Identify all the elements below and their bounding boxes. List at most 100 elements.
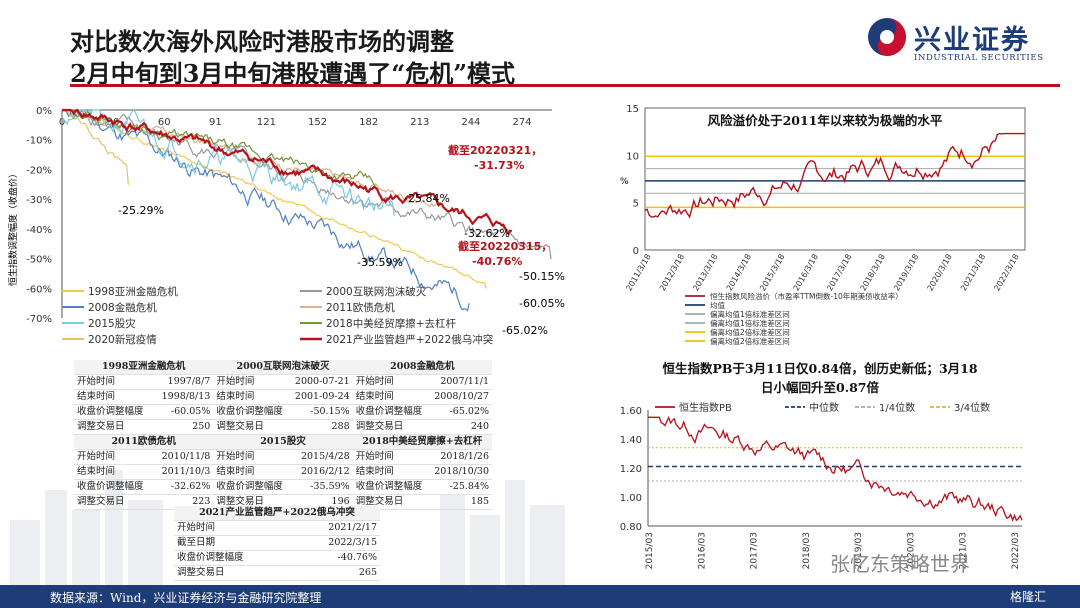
table-cell: 2015/4/28 [300,451,350,462]
x-tick-label: 2016/3/18 [792,252,820,292]
table-cell: -60.05% [170,406,211,417]
y-tick-label: 1.20 [620,464,642,475]
table-cell: 2000-07-21 [294,376,350,387]
annotation-2584: -25.84% [404,192,450,205]
x-tick-label: 2021/03 [959,532,969,569]
table-cell: 2007/11/1 [440,376,490,387]
x-tick-label: 2020/03 [906,532,916,569]
x-tick-label: 274 [512,117,531,128]
table-cell: 2008/10/27 [434,391,490,402]
annotation-3262: -32.62% [464,227,510,240]
y-tick-label: 5 [633,199,639,210]
y-tick-label: 1.60 [620,406,642,417]
legend-label: 2018中美经贸摩擦+去杠杆 [326,317,457,330]
table-cell: 结束时间 [355,466,394,477]
table-header-row: 2011欧债危机 2015股灾 2018中美经贸摩擦+去杠杆 [74,435,492,450]
table-cell: -40.76% [337,552,377,563]
x-tick-label: 2020/3/18 [926,253,954,293]
y-tick-label: 10 [626,151,639,162]
table-row: 开始时间 1997/8/7 开始时间 2000-07-21 开始时间 2007/11/1 [74,375,492,390]
table-row: 调整交易日 250 调整交易日 288 调整交易日 240 [74,420,492,435]
legend-label: 1998亚洲金融危机 [88,285,178,298]
risk-premium-line [644,132,1025,219]
y-tick-label: 0.80 [620,522,642,533]
legend-label: 2011欧债危机 [326,301,395,314]
legend-label: 恒生指数PB [679,401,732,414]
annotation-2529: -25.29% [118,204,164,217]
legend-label: 均值 [710,300,725,310]
pb-chart-title: 恒生指数PB于3月11日仅0.84倍，创历史新低；3月18 日小幅回升至0.87… [610,358,1030,396]
left-chart: 恒生指数调整幅度（收盘价） 0% -10% -20% -30% -40% -50% -60%… [7,106,565,346]
header-divider [70,84,1060,87]
table-cell: -25.84% [449,481,490,492]
legend-label: 恒生指数风险溢价（市盈率TTM倒数-10年期美债收益率） [710,291,903,301]
y-tick-label: 0 [633,246,639,257]
x-tick-label: 2015/03 [645,532,655,569]
x-tick-label: 2021/3/18 [959,253,987,293]
series-line-6 [61,109,376,188]
table-cell: 结束时间 [77,391,116,402]
legend-label: 偏离均值2倍标准差区间 [710,336,790,346]
table-cell: 288 [331,421,350,432]
y-tick-label: 1.00 [620,493,642,504]
table-row: 开始时间 2021/2/17 [174,521,380,536]
page-title: 对比数次海外风险时港股市场的调整 2月中旬到3月中旬港股遭遇了“危机”模式 [70,26,515,90]
x-tick-label: 2022/3/18 [992,253,1020,293]
pb-title-line-1: 恒生指数PB于3月11日仅0.84倍，创历史新低；3月18 [662,361,978,376]
x-tick-label: 152 [308,117,327,128]
legend-label: 2015股灾 [88,317,136,330]
table-cell: 调整交易日 [216,496,264,507]
annotation-3559: -35.59% [357,256,403,269]
table-cell: 结束时间 [77,466,116,477]
series-line-4 [62,109,441,208]
table-cell: 196 [331,496,350,507]
table-cell: -32.62% [170,481,211,492]
table-cell: 调整交易日 [355,421,404,432]
table-header: 2015股灾 [260,436,306,447]
table-cell: 调整交易日 [77,421,125,432]
x-tick-label: 2012/3/18 [658,253,686,293]
y-tick-label: -40% [26,225,52,236]
watermark: 张忆东策略世界 [830,552,970,576]
legend-label: 中位数 [809,401,839,414]
table-cell: 收盘价调整幅度 [216,481,283,492]
source-note: 数据来源：Wind，兴业证券经济与金融研究院整理 [50,591,322,605]
x-tick-label: 91 [209,117,222,128]
table-cell: 1997/8/7 [167,376,211,387]
table-cell: 223 [192,496,211,507]
y-tick-label: -10% [26,136,52,147]
table-cell: 开始时间 [216,451,255,462]
table-cell: 2021/2/17 [328,522,377,533]
annotation-20220321-value: -31.73% [474,159,524,172]
legend-label: 2000互联网泡沫破灭 [326,285,427,298]
series-line-3 [62,109,470,312]
table-cell: 250 [192,421,211,432]
y-tick-label: 0% [36,106,52,117]
table-cell: 2010/11/8 [161,451,211,462]
series-line-1 [61,109,487,289]
table-row: 结束时间 1998/8/13 结束时间 2001-09-24 结束时间 2008/10/2… [74,390,492,405]
table-cell: 截至日期 [177,537,216,548]
table-header: 2018中美经贸摩擦+去杠杆 [362,436,483,447]
legend-label: 1/4位数 [879,401,915,414]
table-cell: 收盘价调整幅度 [355,481,423,492]
x-tick-label: 2018/03 [802,532,812,569]
table-header: 1998亚洲金融危机 [101,361,186,372]
x-tick-label: 244 [461,117,480,128]
skyline-decoration [10,470,565,585]
watermark-brand: 格隆汇 [1010,590,1047,604]
logo: 兴业证券 INDUSTRIAL SECURITIES [866,16,1066,66]
table-cell: 2018/1/26 [440,451,490,462]
title-line-2: 2月中旬到3月中旬港股遭遇了“危机”模式 [70,59,516,88]
x-tick-label: 2017/03 [750,532,760,569]
legend-label: 偏离均值1倍标准差区间 [710,309,790,319]
table-row: 收盘价调整幅度 -60.05% 收盘价调整幅度 -50.15% 收盘价调整幅度 -65.0… [74,405,492,420]
y-tick-label: -20% [26,165,52,176]
table-cell: 1998/8/13 [161,391,211,402]
table-cell: 开始时间 [77,451,116,462]
table-header: 2021产业监管趋严+2022俄乌冲突 [199,507,355,518]
table-row: 调整交易日 265 [174,566,380,581]
x-tick-label: 60 [158,117,171,128]
table-cell: 调整交易日 [355,496,404,507]
